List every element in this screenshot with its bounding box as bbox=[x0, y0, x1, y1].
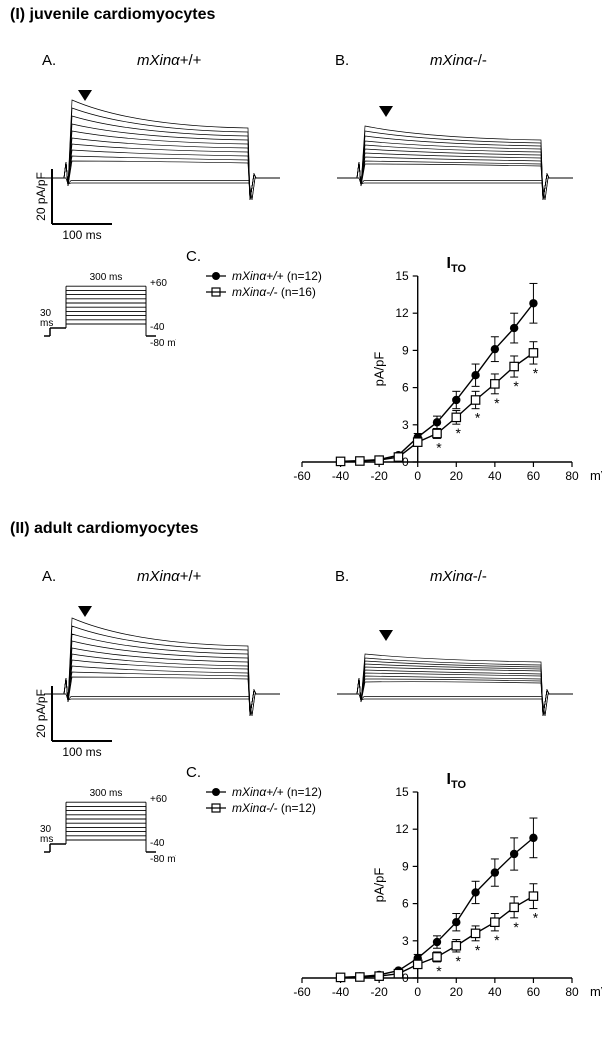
svg-text:*: * bbox=[456, 953, 462, 969]
genotype-I-A: mXinα+/+ bbox=[137, 52, 201, 69]
svg-text:60: 60 bbox=[527, 469, 541, 483]
genotype-II-B: mXinα-/- bbox=[430, 568, 487, 585]
svg-text:-40: -40 bbox=[332, 469, 350, 483]
svg-text:-60: -60 bbox=[293, 985, 311, 999]
svg-text:20 pA/pF: 20 pA/pF bbox=[34, 689, 48, 738]
protocol-I: 300 ms30ms+60-40-80 mV bbox=[36, 270, 176, 356]
svg-text:60: 60 bbox=[527, 985, 541, 999]
svg-text:*: * bbox=[533, 910, 539, 926]
svg-text:40: 40 bbox=[488, 985, 502, 999]
svg-text:80: 80 bbox=[565, 469, 579, 483]
svg-text:*: * bbox=[533, 365, 539, 381]
chart-II: -60-40-20020406080mV03691215pA/pFITO****… bbox=[186, 760, 602, 1018]
svg-text:-40: -40 bbox=[150, 838, 165, 849]
svg-text:ITO: ITO bbox=[447, 771, 467, 791]
svg-text:80: 80 bbox=[565, 985, 579, 999]
svg-text:6: 6 bbox=[402, 897, 409, 911]
svg-text:15: 15 bbox=[395, 269, 409, 283]
svg-text:20: 20 bbox=[450, 469, 464, 483]
panel-label-I-B: B. bbox=[335, 52, 349, 69]
svg-text:*: * bbox=[494, 932, 500, 948]
svg-text:ms: ms bbox=[40, 834, 53, 845]
svg-text:15: 15 bbox=[395, 785, 409, 799]
section-title-I: (I) juvenile cardiomyocytes bbox=[10, 6, 215, 24]
svg-text:3: 3 bbox=[402, 418, 409, 432]
svg-text:-40: -40 bbox=[332, 985, 350, 999]
svg-text:-60: -60 bbox=[293, 469, 311, 483]
svg-text:*: * bbox=[513, 919, 519, 935]
svg-text:pA/pF: pA/pF bbox=[372, 352, 387, 387]
svg-text:-20: -20 bbox=[370, 985, 388, 999]
svg-text:*: * bbox=[436, 439, 442, 455]
svg-text:-80 mV: -80 mV bbox=[150, 854, 176, 865]
svg-text:9: 9 bbox=[402, 343, 409, 357]
svg-text:ITO: ITO bbox=[447, 255, 467, 275]
svg-text:+60: +60 bbox=[150, 278, 167, 289]
svg-text:40: 40 bbox=[488, 469, 502, 483]
svg-text:*: * bbox=[513, 378, 519, 394]
svg-text:mV: mV bbox=[590, 984, 602, 999]
svg-text:12: 12 bbox=[395, 822, 409, 836]
svg-text:+60: +60 bbox=[150, 794, 167, 805]
svg-text:*: * bbox=[456, 425, 462, 441]
svg-text:-80 mV: -80 mV bbox=[150, 338, 176, 349]
panel-label-II-C: C. bbox=[186, 764, 201, 781]
scale-bar-I: 20 pA/pF 100 ms bbox=[30, 165, 120, 248]
svg-text:mXinα-/- (n=16): mXinα-/- (n=16) bbox=[232, 285, 316, 299]
svg-text:300 ms: 300 ms bbox=[90, 788, 123, 799]
svg-text:pA/pF: pA/pF bbox=[372, 868, 387, 903]
svg-text:9: 9 bbox=[402, 859, 409, 873]
svg-text:100 ms: 100 ms bbox=[62, 228, 101, 242]
genotype-II-A: mXinα+/+ bbox=[137, 568, 201, 585]
protocol-II: 300 ms30ms+60-40-80 mV bbox=[36, 786, 176, 872]
svg-text:300 ms: 300 ms bbox=[90, 272, 123, 283]
svg-text:20: 20 bbox=[450, 985, 464, 999]
svg-text:ms: ms bbox=[40, 318, 53, 329]
panel-label-II-B: B. bbox=[335, 568, 349, 585]
svg-text:*: * bbox=[436, 963, 442, 979]
svg-text:mXinα+/+ (n=12): mXinα+/+ (n=12) bbox=[232, 785, 322, 799]
svg-text:12: 12 bbox=[395, 306, 409, 320]
svg-text:*: * bbox=[475, 410, 481, 426]
svg-text:mV: mV bbox=[590, 468, 602, 483]
svg-text:20 pA/pF: 20 pA/pF bbox=[34, 172, 48, 221]
svg-text:mXinα+/+ (n=12): mXinα+/+ (n=12) bbox=[232, 269, 322, 283]
scale-bar-II: 20 pA/pF 100 ms bbox=[30, 682, 120, 765]
traces-I-B bbox=[335, 70, 575, 220]
panel-label-I-C: C. bbox=[186, 248, 201, 265]
svg-text:-40: -40 bbox=[150, 322, 165, 333]
svg-text:*: * bbox=[475, 942, 481, 958]
svg-text:-20: -20 bbox=[370, 469, 388, 483]
section-title-II: (II) adult cardiomyocytes bbox=[10, 520, 199, 538]
svg-text:0: 0 bbox=[414, 985, 421, 999]
genotype-I-B: mXinα-/- bbox=[430, 52, 487, 69]
panel-label-I-A: A. bbox=[42, 52, 56, 69]
svg-text:0: 0 bbox=[414, 469, 421, 483]
svg-text:*: * bbox=[494, 395, 500, 411]
svg-text:mXinα-/- (n=12): mXinα-/- (n=12) bbox=[232, 801, 316, 815]
panel-label-II-A: A. bbox=[42, 568, 56, 585]
chart-I: -60-40-20020406080mV03691215pA/pFITO****… bbox=[186, 244, 602, 502]
svg-text:100 ms: 100 ms bbox=[62, 745, 101, 759]
svg-text:6: 6 bbox=[402, 381, 409, 395]
svg-text:3: 3 bbox=[402, 934, 409, 948]
traces-II-B bbox=[335, 586, 575, 736]
